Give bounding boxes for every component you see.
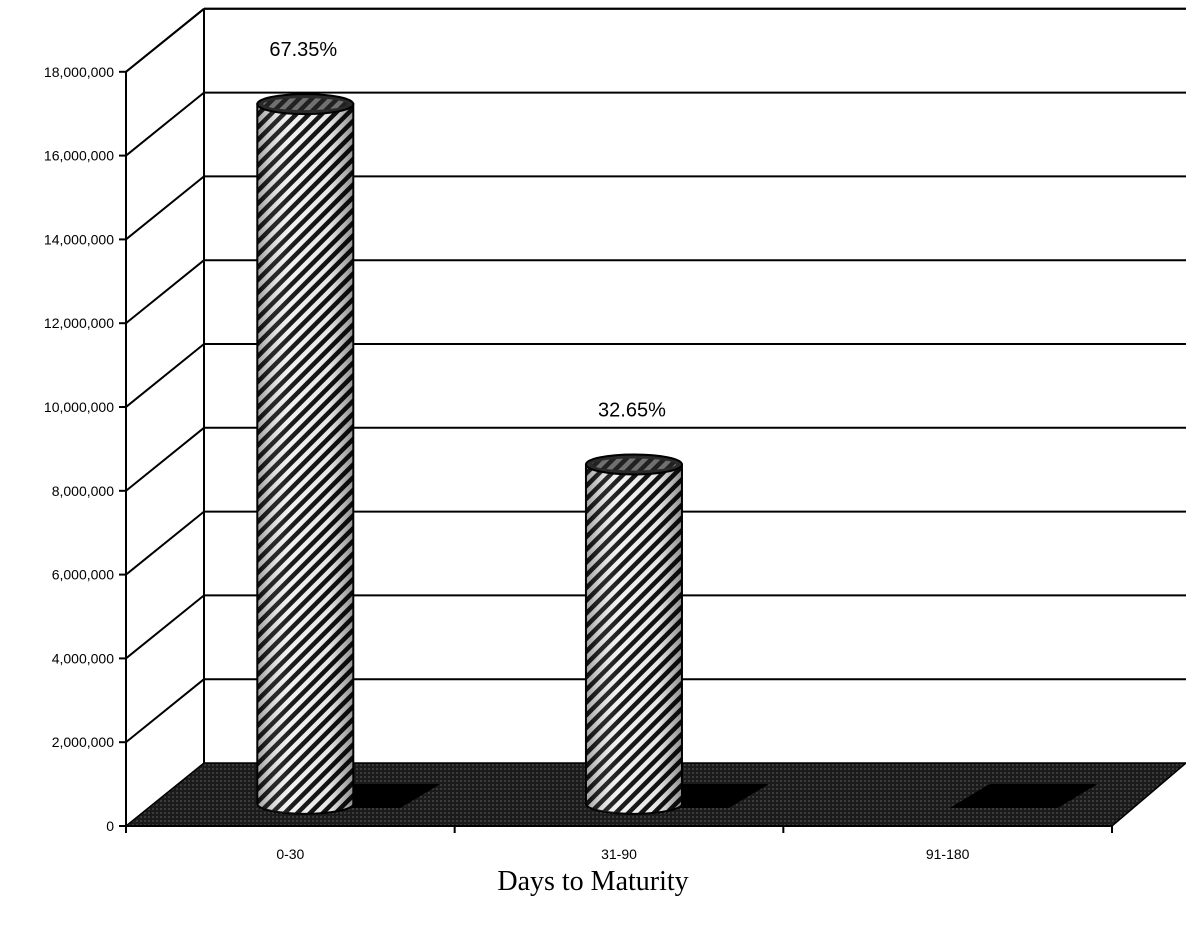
gridline-side xyxy=(125,175,205,241)
gridline-side xyxy=(125,678,205,743)
y-tick-label: 0 xyxy=(106,818,114,834)
gridline-side xyxy=(125,343,205,408)
gridline-side xyxy=(125,427,205,492)
gridline-side xyxy=(125,510,205,576)
gridline-side xyxy=(125,8,205,73)
y-tick-label: 2,000,000 xyxy=(52,734,114,750)
x-axis-title: Days to Maturity xyxy=(497,866,689,897)
gridline-side xyxy=(125,594,205,660)
bar-shadow xyxy=(949,784,1098,808)
y-tick-label: 4,000,000 xyxy=(52,650,114,666)
bar-0-30 xyxy=(256,93,355,815)
bar-top-pattern xyxy=(263,98,348,111)
bar-shading xyxy=(257,104,354,814)
y-tick-label: 18,000,000 xyxy=(44,64,114,80)
bar-top-pattern xyxy=(591,458,676,471)
x-tick-label: 31-90 xyxy=(601,846,637,862)
x-tick-label: 91-180 xyxy=(926,846,970,862)
y-tick-label: 16,000,000 xyxy=(44,148,114,164)
bar-31-90 xyxy=(584,453,683,815)
data-label: 67.35% xyxy=(269,39,337,61)
y-tick-label: 6,000,000 xyxy=(52,567,114,583)
y-tick-label: 14,000,000 xyxy=(44,231,114,247)
x-tick-label: 0-30 xyxy=(276,846,304,862)
y-tick-label: 8,000,000 xyxy=(52,483,114,499)
y-tick-label: 12,000,000 xyxy=(44,315,114,331)
y-tick-label: 10,000,000 xyxy=(44,399,114,415)
gridline-side xyxy=(125,259,205,324)
gridline-side xyxy=(125,91,205,157)
bar-shading xyxy=(585,464,682,814)
data-label: 32.65% xyxy=(598,399,666,421)
